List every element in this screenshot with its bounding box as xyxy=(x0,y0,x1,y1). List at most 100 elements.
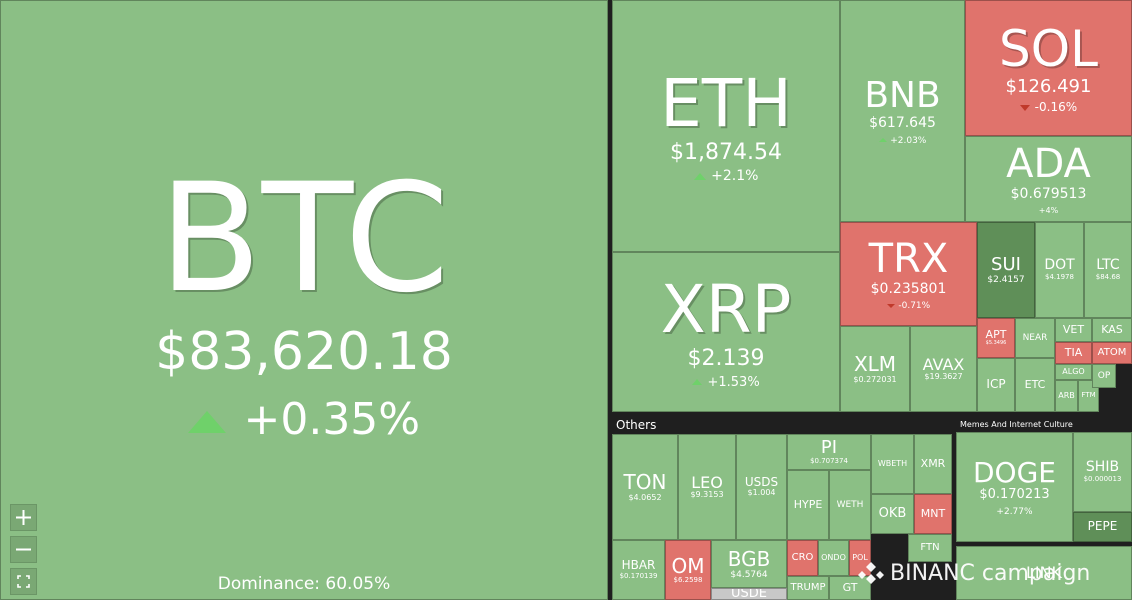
group-header: Others xyxy=(612,416,952,434)
symbol: FTN xyxy=(920,542,940,554)
tile[interactable]: DOT $4.1978 xyxy=(1035,222,1084,318)
tile[interactable]: ADA $0.679513 +4% xyxy=(965,136,1132,222)
tile[interactable]: OM $6.2598 xyxy=(665,540,711,600)
tile[interactable]: PI $0.707374 xyxy=(787,434,871,470)
tile[interactable]: VET xyxy=(1055,318,1092,342)
price: $0.235801 xyxy=(870,280,947,297)
symbol: WETH xyxy=(836,499,864,510)
symbol: HBAR xyxy=(621,558,656,573)
symbol: ALGO xyxy=(1062,366,1085,376)
symbol: TIA xyxy=(1064,345,1083,359)
price: $9.3153 xyxy=(690,490,724,500)
symbol: TON xyxy=(623,470,667,495)
tile[interactable]: TON $4.0652 xyxy=(612,434,678,540)
price: $4.5764 xyxy=(730,570,768,581)
change-row: -0.16% xyxy=(1019,101,1077,114)
tile[interactable]: ETH $1,874.54 +2.1% xyxy=(612,0,840,252)
tile[interactable]: HBAR $0.170139 xyxy=(612,540,665,600)
symbol: SOL xyxy=(999,20,1098,79)
tile[interactable]: CRO xyxy=(787,540,818,576)
price: $4.1978 xyxy=(1045,272,1074,281)
change: -0.71% xyxy=(898,301,931,312)
tile[interactable]: ARB xyxy=(1055,380,1078,412)
symbol: USDE xyxy=(731,588,767,600)
tile[interactable]: BNB $617.645 +2.03% xyxy=(840,0,965,222)
symbol: PI xyxy=(820,437,838,458)
tile[interactable]: BTC $83,620.18 +0.35% xyxy=(0,0,608,600)
change-row: -0.71% xyxy=(886,301,931,312)
change-row: +0.35% xyxy=(187,394,421,446)
tile[interactable]: XLM $0.272031 xyxy=(840,326,910,412)
change: +2.77% xyxy=(996,506,1033,517)
tile[interactable]: ICP xyxy=(977,358,1015,412)
tile[interactable]: AVAX $19.3627 xyxy=(910,326,977,412)
zoom-out[interactable] xyxy=(10,536,37,563)
tile[interactable]: LINK xyxy=(956,546,1132,600)
change-row: +2.1% xyxy=(693,168,759,185)
symbol: SHIB xyxy=(1085,459,1120,476)
change-row: +4% xyxy=(1039,206,1058,216)
tile[interactable]: FTN xyxy=(908,534,952,562)
symbol: ARB xyxy=(1058,390,1075,400)
change: +2.1% xyxy=(711,168,759,185)
symbol: XLM xyxy=(853,352,897,377)
tile[interactable]: ALGO xyxy=(1055,364,1092,380)
tile[interactable]: TRUMP xyxy=(787,576,829,600)
symbol: KAS xyxy=(1101,322,1123,336)
symbol: OM xyxy=(671,553,705,578)
change-arrow xyxy=(1019,104,1030,111)
tile[interactable]: XMR xyxy=(914,434,952,494)
fullscreen[interactable] xyxy=(10,568,37,595)
symbol: LEO xyxy=(691,472,723,492)
symbol: FTM xyxy=(1081,391,1096,400)
tile[interactable]: SHIB $0.000013 xyxy=(1073,432,1132,512)
price: $0.679513 xyxy=(1010,186,1087,203)
change: +1.53% xyxy=(707,374,760,390)
price: $83,620.18 xyxy=(155,322,453,383)
tile[interactable]: ETC xyxy=(1015,358,1055,412)
symbol: GT xyxy=(842,580,858,594)
price: $0.707374 xyxy=(810,457,848,466)
tile[interactable]: SOL $126.491 -0.16% xyxy=(965,0,1132,136)
tile[interactable]: NEAR xyxy=(1015,318,1055,358)
tile[interactable]: XRP $2.139 +1.53% xyxy=(612,252,840,412)
tile[interactable]: BGB $4.5764 xyxy=(711,540,787,588)
tile[interactable]: WETH xyxy=(829,470,871,540)
change-arrow xyxy=(878,138,887,143)
symbol: ATOM xyxy=(1097,347,1127,359)
symbol: NEAR xyxy=(1022,332,1048,343)
tile[interactable]: USDE xyxy=(711,588,787,600)
tile[interactable]: PEPE xyxy=(1073,512,1132,542)
tile[interactable]: TIA xyxy=(1055,342,1092,364)
tile[interactable]: ATOM xyxy=(1092,342,1132,364)
symbol: ADA xyxy=(1006,141,1091,188)
change-arrow xyxy=(886,303,895,308)
tile[interactable]: LTC $84.68 xyxy=(1084,222,1132,318)
tile[interactable]: MNT xyxy=(914,494,952,534)
price: $84.68 xyxy=(1095,272,1121,281)
tile[interactable]: LEO $9.3153 xyxy=(678,434,736,540)
group-header: Memes And Internet Culture xyxy=(956,416,1132,432)
tile[interactable]: SUI $2.4157 xyxy=(977,222,1035,318)
tile[interactable]: DOGE $0.170213 +2.77% xyxy=(956,432,1073,542)
tile[interactable]: HYPE xyxy=(787,470,829,540)
tile[interactable]: WBETH xyxy=(871,434,914,494)
symbol: APT xyxy=(985,328,1007,342)
symbol: DOT xyxy=(1044,257,1075,274)
tile[interactable]: FTM xyxy=(1078,380,1099,412)
tile[interactable]: APT $5.3496 xyxy=(977,318,1015,358)
tile[interactable]: OKB xyxy=(871,494,914,534)
symbol: ETC xyxy=(1024,377,1046,391)
tile[interactable]: OP xyxy=(1092,364,1116,388)
price: $6.2598 xyxy=(673,576,703,585)
change: +0.35% xyxy=(243,394,421,446)
price: $0.170139 xyxy=(619,571,658,580)
tile[interactable]: ONDO xyxy=(818,540,849,576)
zoom-in[interactable] xyxy=(10,504,37,531)
tile[interactable]: KAS xyxy=(1092,318,1132,342)
tile[interactable]: USDS $1.004 xyxy=(736,434,787,540)
price: $4.0652 xyxy=(628,492,662,502)
price: $1,874.54 xyxy=(670,139,782,165)
tile[interactable]: TRX $0.235801 -0.71% xyxy=(840,222,977,326)
